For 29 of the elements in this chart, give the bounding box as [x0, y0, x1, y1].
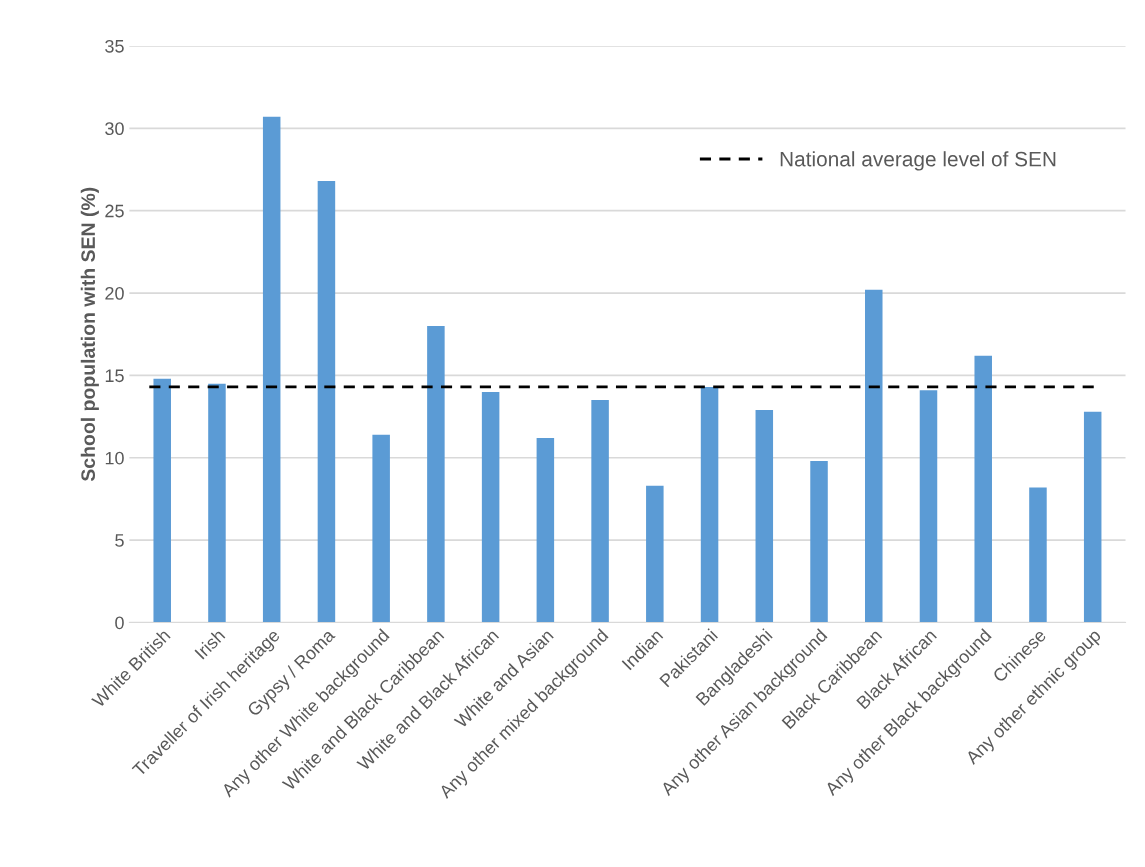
y-tick-label: 35 [105, 39, 124, 53]
y-tick-label: 25 [105, 204, 124, 218]
x-tick-label: Irish [194, 628, 226, 660]
bar [755, 410, 774, 623]
bar [974, 355, 992, 623]
bar [153, 378, 171, 623]
bar [810, 461, 828, 623]
bar [372, 434, 390, 623]
bar [317, 181, 336, 623]
bar [262, 116, 281, 623]
y-tick-label: 30 [105, 122, 124, 136]
bar [591, 400, 609, 623]
bar [1083, 411, 1102, 623]
y-tick-label: 10 [105, 451, 124, 465]
y-tick-label: 5 [115, 534, 124, 547]
bar [481, 391, 500, 623]
bar [208, 383, 226, 623]
bar [1029, 487, 1047, 623]
bar [427, 325, 445, 623]
y-axis-title: School population with SEN (%) [80, 187, 99, 482]
bar [646, 485, 664, 623]
y-tick-label: 15 [105, 369, 124, 383]
y-tick-label: 0 [115, 616, 124, 630]
y-tick-label: 20 [105, 286, 124, 300]
bar [700, 386, 719, 623]
legend-label: National average level of SEN [780, 151, 1056, 171]
bar [536, 438, 555, 623]
bar [865, 289, 883, 623]
bar [919, 390, 938, 623]
